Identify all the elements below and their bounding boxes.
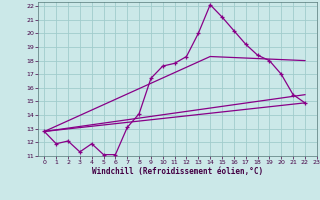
X-axis label: Windchill (Refroidissement éolien,°C): Windchill (Refroidissement éolien,°C) bbox=[92, 167, 263, 176]
